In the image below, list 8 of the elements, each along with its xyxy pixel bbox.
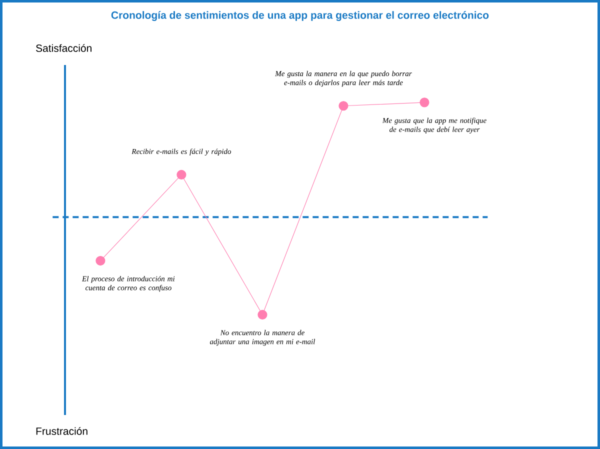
chart-title: Cronología de sentimientos de una app para gestionar el correo electrónico xyxy=(111,11,489,21)
point xyxy=(176,170,186,180)
point xyxy=(420,98,430,108)
point xyxy=(96,256,106,266)
text: Satisfacción xyxy=(36,44,92,52)
text: Frustración xyxy=(36,427,88,435)
point xyxy=(338,101,348,111)
point xyxy=(258,310,268,320)
